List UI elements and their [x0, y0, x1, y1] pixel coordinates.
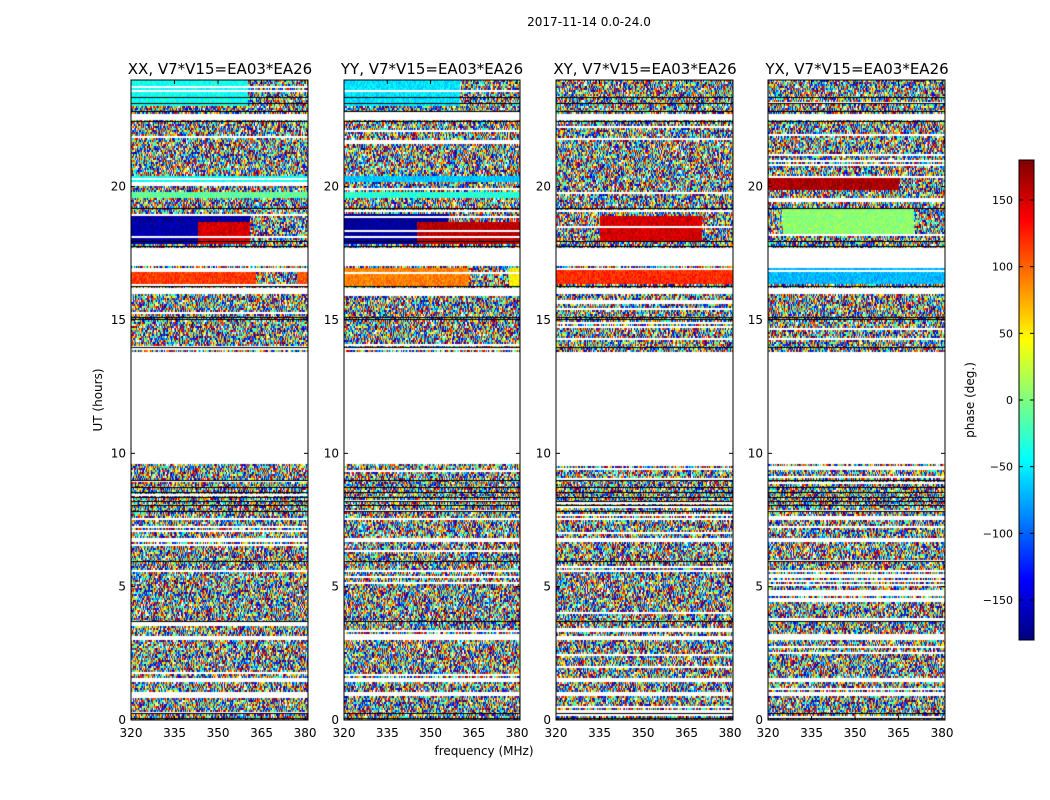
x-axis: 320 335 350 365 380 — [545, 80, 742, 740]
y-tick-label: 20 — [324, 180, 339, 194]
y-tick-label: 10 — [536, 446, 551, 460]
y-tick-label: 5 — [543, 580, 551, 594]
y-tick-label: 5 — [118, 580, 126, 594]
colorbar-tick-label: −50 — [990, 461, 1013, 474]
colorbar-tick-label: −150 — [983, 594, 1013, 607]
colorbar-ticks: −150 −100 −50 0 50 100 150 — [983, 194, 1034, 607]
panel-title: YY, V7*V15=EA03*EA26 — [340, 60, 523, 78]
x-axis: 320 335 350 365 380 — [757, 80, 954, 740]
x-tick-label: 335 — [800, 726, 823, 740]
panel-title: XY, V7*V15=EA03*EA26 — [553, 60, 736, 78]
y-tick-label: 15 — [111, 313, 126, 327]
y-tick-label: 15 — [536, 313, 551, 327]
y-tick-label: 5 — [755, 580, 763, 594]
colorbar-tick-label: −100 — [983, 527, 1013, 540]
heatmap-pixels — [768, 80, 945, 720]
x-tick-label: 335 — [588, 726, 611, 740]
y-axis: 0 5 10 15 20 — [324, 180, 520, 727]
heatmap-image — [768, 80, 945, 720]
x-tick-label: 320 — [120, 726, 143, 740]
y-tick-label: 10 — [111, 446, 126, 460]
heatmap-image — [344, 80, 520, 720]
x-tick-label: 335 — [163, 726, 186, 740]
y-axis: 0 5 10 15 20 — [748, 180, 945, 727]
y-axis: 0 5 10 15 20 — [536, 180, 733, 727]
x-tick-label: 380 — [931, 726, 954, 740]
panel-yy: YY, V7*V15=EA03*EA26 320 335 350 365 380 0 5 1… — [324, 60, 529, 740]
plot-frame — [767, 79, 946, 721]
x-axis-label: frequency (MHz) — [434, 744, 533, 758]
panel-title: YX, V7*V15=EA03*EA26 — [764, 60, 948, 78]
y-tick-label: 0 — [118, 713, 126, 727]
y-tick-label: 20 — [111, 180, 126, 194]
y-axis-label: UT (hours) — [91, 368, 105, 431]
panel-xx: XX, V7*V15=EA03*EA26 320 335 350 365 380 0 5 1… — [111, 60, 317, 740]
x-tick-label: 365 — [462, 726, 485, 740]
plot-frame — [130, 79, 309, 721]
x-tick-label: 320 — [545, 726, 568, 740]
plot-frame — [555, 79, 734, 721]
x-tick-label: 380 — [294, 726, 317, 740]
figure-suptitle: 2017-11-14 0.0-24.0 — [527, 15, 651, 29]
x-tick-label: 350 — [844, 726, 867, 740]
panel-title: XX, V7*V15=EA03*EA26 — [128, 60, 312, 78]
x-tick-label: 350 — [207, 726, 230, 740]
colorbar-tick-label: 150 — [992, 194, 1013, 207]
y-tick-label: 0 — [543, 713, 551, 727]
x-tick-label: 350 — [419, 726, 442, 740]
heatmap-image — [131, 80, 308, 720]
heatmap-pixels — [131, 80, 308, 720]
colorbar-label: phase (deg.) — [963, 362, 977, 438]
colorbar-tick-label: 50 — [999, 327, 1013, 340]
y-tick-label: 5 — [331, 580, 339, 594]
colorbar-tick-label: 100 — [992, 261, 1013, 274]
x-axis: 320 335 350 365 380 — [120, 80, 317, 740]
x-tick-label: 365 — [250, 726, 273, 740]
colorbar: −150 −100 −50 0 50 100 150 phase (deg.) — [963, 159, 1035, 641]
x-tick-label: 380 — [506, 726, 529, 740]
colorbar-tick-label: 0 — [1006, 394, 1013, 407]
y-tick-label: 15 — [324, 313, 339, 327]
y-tick-label: 10 — [748, 446, 763, 460]
x-tick-label: 335 — [376, 726, 399, 740]
x-tick-label: 380 — [719, 726, 742, 740]
x-tick-label: 320 — [333, 726, 356, 740]
y-tick-label: 15 — [748, 313, 763, 327]
x-tick-label: 365 — [887, 726, 910, 740]
y-tick-label: 10 — [324, 446, 339, 460]
plot-frame — [343, 79, 521, 721]
y-axis: 0 5 10 15 20 — [111, 180, 308, 727]
panel-yx: YX, V7*V15=EA03*EA26 320 335 350 365 380 0 5 1… — [748, 60, 954, 740]
heatmap-pixels — [344, 80, 520, 720]
y-tick-label: 20 — [536, 180, 551, 194]
panel-xy: XY, V7*V15=EA03*EA26 320 335 350 365 380 0 5 1… — [536, 60, 742, 740]
x-axis: 320 335 350 365 380 — [333, 80, 529, 740]
x-tick-label: 320 — [757, 726, 780, 740]
y-tick-label: 0 — [331, 713, 339, 727]
x-tick-label: 350 — [632, 726, 655, 740]
heatmap-pixels — [556, 80, 733, 720]
heatmap-image — [556, 80, 733, 720]
y-tick-label: 0 — [755, 713, 763, 727]
y-tick-label: 20 — [748, 180, 763, 194]
x-tick-label: 365 — [675, 726, 698, 740]
